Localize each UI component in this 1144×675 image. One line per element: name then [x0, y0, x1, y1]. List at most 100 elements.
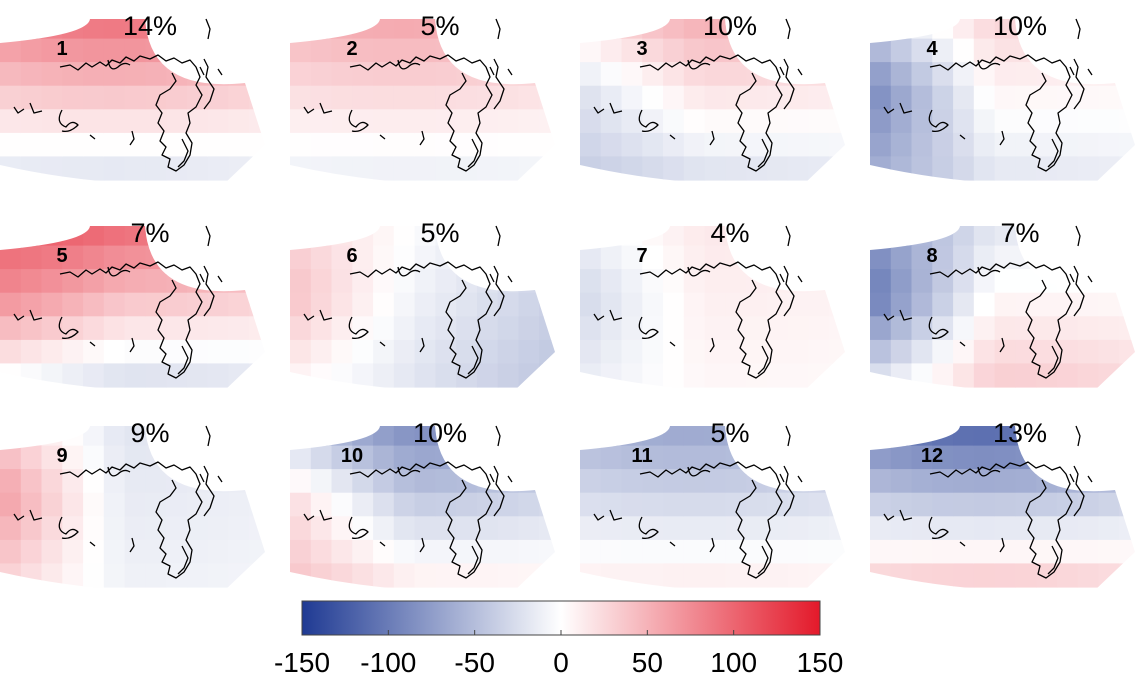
field-cell — [352, 132, 374, 158]
field-cell — [683, 85, 706, 110]
field-cell — [973, 539, 996, 565]
field-cell — [642, 269, 664, 294]
field-cell — [994, 563, 1016, 588]
field-cell — [103, 292, 126, 317]
field-cell — [1036, 492, 1058, 517]
field-cell — [41, 269, 63, 294]
field-cell — [539, 316, 555, 341]
field-cell — [249, 492, 265, 517]
field-cell — [393, 19, 416, 40]
field-cell — [1077, 469, 1100, 494]
field-cell — [249, 339, 265, 365]
field-cell — [1015, 85, 1037, 110]
field-cell — [166, 469, 188, 494]
field-cell — [20, 269, 43, 294]
field-cell — [373, 156, 395, 181]
field-cell — [642, 363, 664, 388]
field-cell — [808, 339, 830, 365]
field-cell — [911, 19, 933, 40]
field-cell — [249, 132, 265, 158]
field-cell — [890, 363, 913, 388]
field-cell — [414, 316, 436, 341]
panel-percent: 7% — [1000, 218, 1039, 248]
field-cell — [911, 563, 933, 588]
panel-percent: 5% — [710, 418, 749, 448]
field-cell — [290, 245, 312, 270]
field-cell — [518, 269, 540, 294]
field-cell — [249, 426, 265, 447]
field-cell — [870, 226, 892, 247]
field-cell — [41, 226, 63, 247]
field-cell — [580, 85, 602, 110]
field-cell — [973, 426, 996, 447]
field-cell — [787, 226, 810, 247]
field-cell — [1077, 226, 1100, 247]
field-cell — [0, 19, 22, 40]
field-cell — [20, 292, 43, 317]
field-cell — [124, 339, 146, 365]
panel-number: 7 — [636, 245, 647, 267]
field-cell — [249, 469, 265, 494]
field-cell — [331, 445, 353, 470]
field-cell — [870, 516, 892, 541]
field-cell — [103, 539, 126, 565]
field-cell — [103, 19, 126, 40]
field-cell — [145, 563, 167, 588]
field-cell — [20, 539, 43, 565]
field-cell — [497, 226, 520, 247]
field-cell — [642, 226, 664, 247]
field-cell — [539, 62, 555, 87]
field-cell — [83, 292, 105, 317]
field-cell — [683, 316, 706, 341]
field-cell — [331, 269, 353, 294]
field-cell — [518, 109, 540, 134]
field-cell — [1119, 245, 1135, 270]
field-cell — [373, 292, 395, 317]
field-cell — [994, 539, 1016, 565]
field-cell — [539, 269, 555, 294]
field-cell — [290, 19, 312, 40]
coastline — [883, 225, 1093, 379]
field-cell — [41, 363, 63, 388]
field-cell — [600, 269, 623, 294]
panel-percent: 10% — [703, 11, 757, 41]
field-cell — [249, 292, 265, 317]
field-cell — [953, 539, 975, 565]
field-cell — [994, 316, 1016, 341]
field-cell — [103, 85, 126, 110]
field-cell — [1015, 492, 1037, 517]
field-cell — [766, 363, 789, 388]
field-cell — [124, 492, 146, 517]
field-cell — [932, 363, 954, 388]
field-cell — [829, 363, 845, 388]
field-cell — [580, 19, 602, 40]
field-cell — [414, 19, 436, 40]
field-cell — [166, 316, 188, 341]
field-cell — [642, 563, 664, 588]
field-cell — [704, 363, 726, 388]
field-cell — [973, 132, 996, 158]
field-cell — [663, 132, 685, 158]
field-cell — [890, 19, 913, 40]
field-cell — [1056, 492, 1079, 517]
field-cell — [911, 516, 933, 541]
field-cell — [890, 132, 913, 158]
field-cell — [787, 132, 810, 158]
field-cell — [600, 132, 623, 158]
field-cell — [580, 516, 602, 541]
field-cell — [683, 363, 706, 388]
field-cell — [207, 269, 230, 294]
field-cell — [83, 109, 105, 134]
field-cell — [829, 132, 845, 158]
field-cell — [870, 38, 892, 63]
field-cell — [973, 156, 996, 181]
field-cell — [953, 516, 975, 541]
field-cell — [435, 469, 457, 494]
coastline — [593, 18, 803, 172]
field-cell — [1036, 292, 1058, 317]
field-cell — [911, 492, 933, 517]
field-cell — [414, 156, 436, 181]
coastline — [883, 18, 1093, 172]
field-cell — [62, 269, 84, 294]
field-cell — [435, 156, 457, 181]
